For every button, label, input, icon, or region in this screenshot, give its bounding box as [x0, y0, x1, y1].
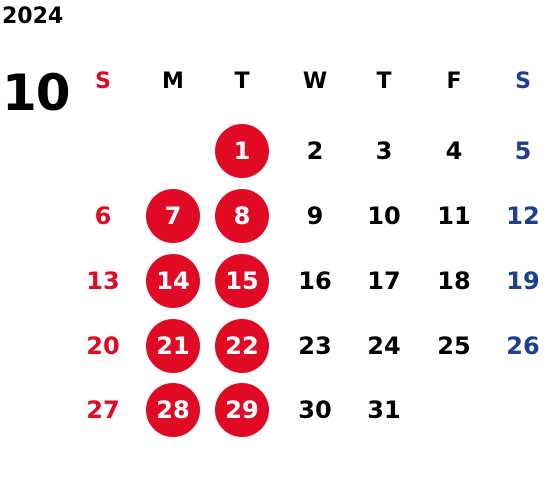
weekday-header: S	[515, 69, 531, 94]
highlighted-day-cell: 15	[215, 254, 269, 308]
highlighted-day-cell: 22	[215, 319, 269, 373]
day-cell: 26	[506, 332, 540, 360]
day-cell: 10	[367, 202, 401, 230]
year-label: 2024	[2, 4, 64, 29]
weekday-header: M	[162, 69, 184, 94]
day-cell: 11	[437, 202, 471, 230]
highlighted-day-cell: 7	[146, 189, 200, 243]
day-cell: 3	[375, 137, 393, 165]
day-cell: 23	[298, 332, 332, 360]
highlighted-day-cell: 8	[215, 189, 269, 243]
day-cell: 31	[367, 396, 401, 424]
highlighted-day-cell: 28	[146, 383, 200, 437]
day-cell: 13	[86, 267, 120, 295]
weekday-header: F	[446, 69, 462, 94]
highlighted-day-cell: 21	[146, 319, 200, 373]
day-cell: 24	[367, 332, 401, 360]
day-cell: 4	[445, 137, 463, 165]
month-number: 10	[2, 64, 71, 122]
day-cell: 5	[514, 137, 532, 165]
highlighted-day-cell: 29	[215, 383, 269, 437]
day-cell: 17	[367, 267, 401, 295]
day-cell: 18	[437, 267, 471, 295]
day-cell: 19	[506, 267, 540, 295]
weekday-header: T	[376, 69, 392, 94]
day-cell: 16	[298, 267, 332, 295]
weekday-header: W	[302, 69, 328, 94]
weekday-header: S	[95, 69, 111, 94]
day-cell: 6	[94, 202, 112, 230]
day-cell: 27	[86, 396, 120, 424]
day-cell: 20	[86, 332, 120, 360]
day-cell: 12	[506, 202, 540, 230]
day-cell: 9	[306, 202, 324, 230]
highlighted-day-cell: 1	[215, 124, 269, 178]
weekday-header: T	[234, 69, 250, 94]
day-cell: 2	[306, 137, 324, 165]
day-cell: 25	[437, 332, 471, 360]
day-cell: 30	[298, 396, 332, 424]
highlighted-day-cell: 14	[146, 254, 200, 308]
